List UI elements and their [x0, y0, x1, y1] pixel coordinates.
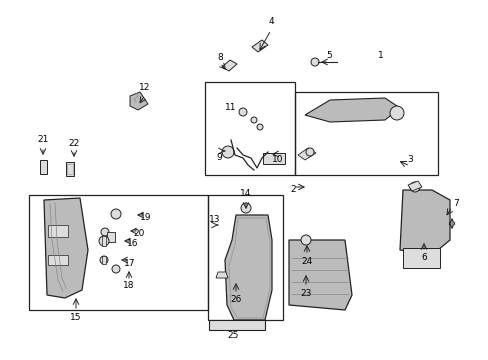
Text: 13: 13 — [209, 216, 220, 225]
Circle shape — [301, 235, 310, 245]
Text: 22: 22 — [68, 139, 80, 148]
Bar — [102, 236, 106, 246]
Circle shape — [389, 106, 403, 120]
Text: 9: 9 — [216, 153, 222, 162]
Bar — [40, 160, 47, 174]
Bar — [102, 256, 106, 264]
Bar — [67, 164, 73, 174]
Circle shape — [112, 265, 120, 273]
Text: 7: 7 — [452, 198, 458, 207]
Text: 15: 15 — [70, 314, 81, 323]
Text: 21: 21 — [37, 135, 49, 144]
Text: 17: 17 — [124, 258, 136, 267]
Circle shape — [99, 236, 109, 246]
Text: 5: 5 — [325, 50, 331, 59]
Polygon shape — [251, 40, 267, 52]
Text: 6: 6 — [420, 253, 426, 262]
Bar — [263, 153, 285, 164]
Bar — [66, 162, 74, 176]
Circle shape — [310, 58, 318, 66]
Circle shape — [241, 203, 250, 213]
Circle shape — [409, 182, 419, 192]
Text: 4: 4 — [267, 18, 273, 27]
Bar — [29, 195, 207, 310]
Circle shape — [100, 256, 108, 264]
Bar — [204, 82, 294, 175]
Bar — [48, 225, 68, 237]
Polygon shape — [130, 92, 148, 110]
Bar — [207, 195, 283, 320]
Text: 12: 12 — [139, 84, 150, 93]
Bar — [294, 92, 437, 175]
Text: 25: 25 — [227, 332, 238, 341]
Polygon shape — [216, 272, 227, 278]
Text: 26: 26 — [230, 296, 241, 305]
Text: 24: 24 — [301, 256, 312, 266]
Polygon shape — [222, 60, 237, 71]
Text: 10: 10 — [272, 156, 283, 165]
Text: 3: 3 — [407, 156, 412, 165]
Circle shape — [257, 124, 263, 130]
Text: 23: 23 — [300, 288, 311, 297]
Polygon shape — [297, 148, 315, 160]
Circle shape — [222, 146, 234, 158]
Circle shape — [101, 228, 109, 236]
Text: 14: 14 — [240, 189, 251, 198]
Circle shape — [239, 108, 246, 116]
Polygon shape — [208, 320, 264, 330]
Polygon shape — [305, 98, 399, 122]
Text: 11: 11 — [225, 104, 236, 112]
Polygon shape — [224, 215, 271, 320]
Text: 1: 1 — [377, 50, 383, 59]
Text: 20: 20 — [133, 230, 144, 238]
Polygon shape — [407, 181, 421, 191]
Polygon shape — [402, 248, 439, 268]
Text: 2: 2 — [289, 185, 295, 194]
Bar — [48, 255, 68, 265]
Text: 16: 16 — [127, 239, 139, 248]
Text: 18: 18 — [123, 282, 135, 291]
Polygon shape — [288, 240, 351, 310]
Text: 19: 19 — [140, 213, 151, 222]
Bar — [107, 232, 115, 242]
Text: 8: 8 — [217, 53, 223, 62]
Polygon shape — [399, 190, 449, 255]
Polygon shape — [44, 198, 88, 298]
Circle shape — [111, 209, 121, 219]
Circle shape — [305, 148, 313, 156]
Circle shape — [250, 117, 257, 123]
